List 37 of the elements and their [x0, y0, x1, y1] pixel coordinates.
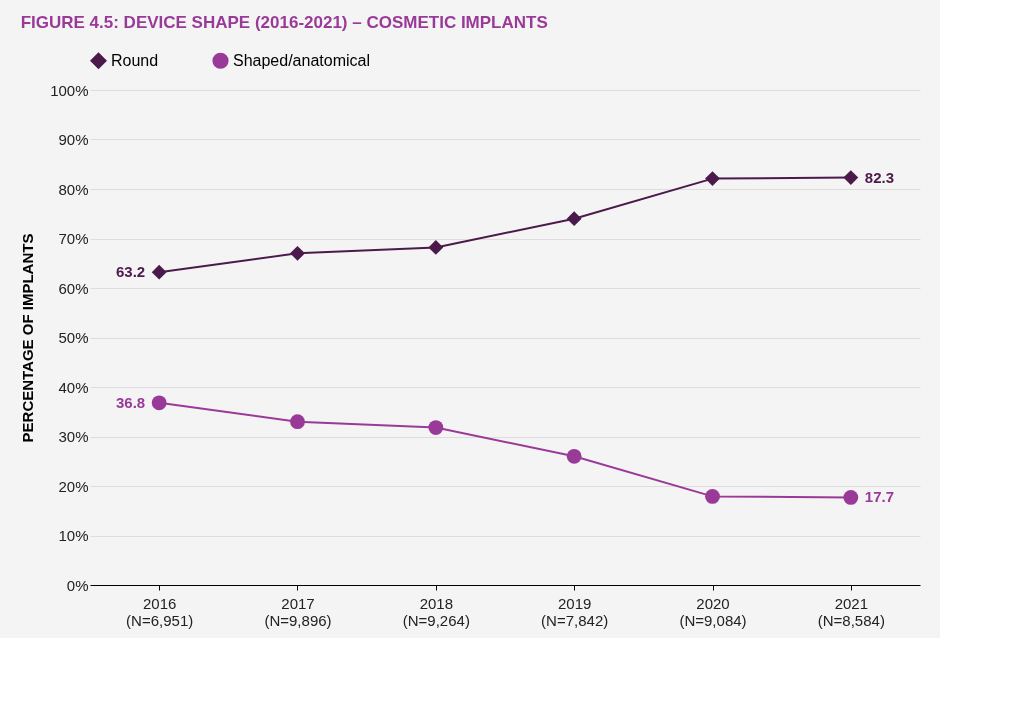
- x-tick-label: 2021 (N=8,584): [817, 594, 885, 629]
- point: [843, 170, 859, 186]
- point: [566, 448, 582, 464]
- y-tick-label: 10%: [58, 527, 89, 544]
- x-tick-label: 2019 (N=7,842): [541, 594, 609, 629]
- chart-title: FIGURE 4.5: DEVICE SHAPE (2016-2021) – COSMETIC IMPLANTS: [20, 13, 548, 32]
- legend-label: Shaped/anatomical: [233, 51, 370, 69]
- y-tick-label: 0%: [66, 576, 89, 594]
- point: [151, 395, 167, 411]
- y-tick-label: 60%: [58, 279, 89, 297]
- point: [705, 488, 720, 504]
- y-tick-label: 20%: [58, 477, 89, 495]
- data-label: 36.8: [115, 393, 146, 411]
- y-tick-label: 70%: [58, 230, 89, 247]
- point: [566, 211, 582, 227]
- y-tick-label: 90%: [58, 131, 89, 148]
- data-label: 82.3: [864, 168, 895, 186]
- point: [290, 414, 305, 430]
- point: [705, 171, 720, 187]
- x-tick-label: 2017 (N=9,896): [264, 594, 332, 629]
- point: [428, 239, 444, 255]
- point: [843, 489, 859, 505]
- x-tick-label: 2018 (N=9,264): [402, 594, 470, 629]
- x-tick-label: 2016 (N=6,951): [126, 594, 194, 629]
- y-axis-title: PERCENTAGE OF IMPLANTS: [19, 233, 37, 443]
- y-tick-label: 50%: [58, 329, 89, 346]
- legend-label: Round: [111, 51, 159, 69]
- point: [290, 245, 305, 261]
- y-tick-label: 100%: [50, 81, 89, 99]
- y-tick-label: 80%: [58, 180, 89, 198]
- point: [151, 264, 167, 280]
- point: [428, 420, 444, 435]
- data-label: 17.7: [864, 488, 895, 506]
- y-tick-label: 30%: [58, 428, 89, 445]
- y-tick-label: 40%: [58, 378, 89, 396]
- x-tick-label: 2020 (N=9,084): [679, 594, 747, 629]
- data-label: 63.2: [115, 263, 146, 281]
